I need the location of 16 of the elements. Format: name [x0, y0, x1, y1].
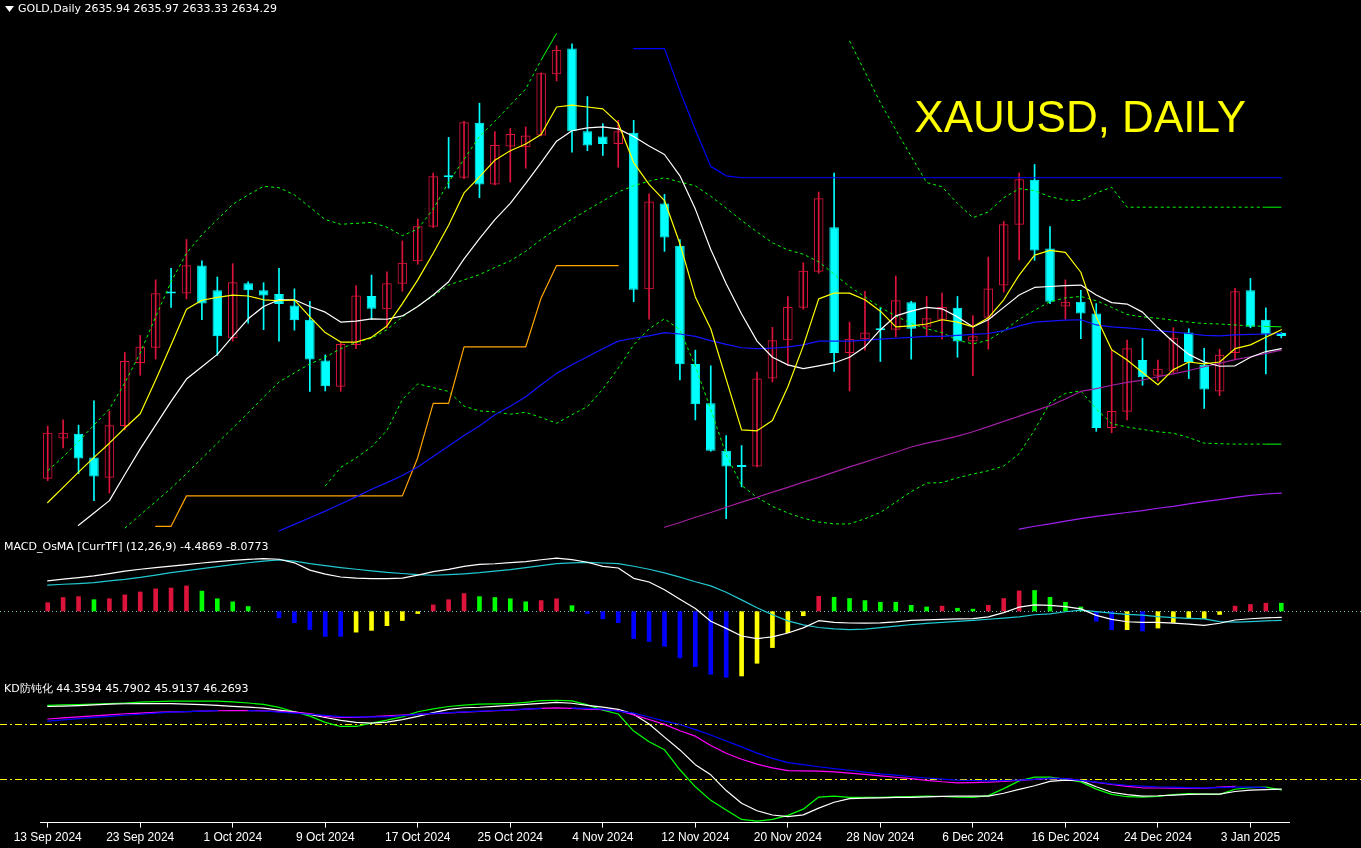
- chart-title: KD防钝化 44.3594 45.7902 45.9137 46.2693: [4, 681, 249, 695]
- x-tick-label: 9 Oct 2024: [295, 830, 355, 845]
- x-tick-label: 13 Sep 2024: [13, 830, 83, 845]
- x-tick-label: 16 Dec 2024: [1031, 830, 1100, 845]
- x-tick-label: 28 Nov 2024: [846, 830, 915, 845]
- x-tick-label: 4 Nov 2024: [572, 830, 634, 845]
- chart-title: MACD_OsMA [CurrTF] (12,26,9) -4.4869 -8.0773: [4, 539, 269, 553]
- x-tick-label: 1 Oct 2024: [203, 830, 263, 845]
- x-tick-label: 24 Dec 2024: [1123, 830, 1193, 845]
- x-tick-label: 25 Oct 2024: [477, 830, 544, 845]
- x-tick-label: 6 Dec 2024: [942, 830, 1004, 845]
- x-tick-label: 23 Sep 2024: [106, 830, 175, 845]
- x-tick-label: 17 Oct 2024: [385, 830, 451, 845]
- x-tick-label: 20 Nov 2024: [753, 830, 823, 845]
- x-tick-label: 12 Nov 2024: [661, 830, 730, 845]
- x-tick-label: 3 Jan 2025: [1220, 830, 1281, 845]
